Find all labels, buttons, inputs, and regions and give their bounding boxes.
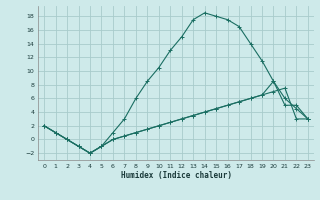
- X-axis label: Humidex (Indice chaleur): Humidex (Indice chaleur): [121, 171, 231, 180]
